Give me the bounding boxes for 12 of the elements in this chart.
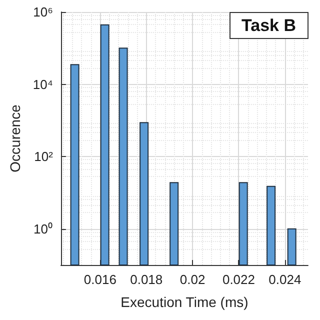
y-tick-label: 10⁶ <box>33 4 53 20</box>
x-tick-label: 0.018 <box>130 272 163 287</box>
x-tick-label: 0.024 <box>268 272 302 287</box>
x-tick-label: 0.022 <box>222 272 256 287</box>
chart-title: Task B <box>242 16 296 35</box>
x-tick-label: 0.016 <box>84 272 116 287</box>
y-tick-label: 10⁰ <box>33 221 53 236</box>
x-axis-title: Execution Time (ms) <box>120 294 248 310</box>
y-tick-label: 10⁴ <box>32 76 53 92</box>
y-axis-title: Occurence <box>7 104 23 172</box>
y-tick-label: 10² <box>34 149 54 164</box>
x-tick-label: 0.02 <box>180 272 206 287</box>
